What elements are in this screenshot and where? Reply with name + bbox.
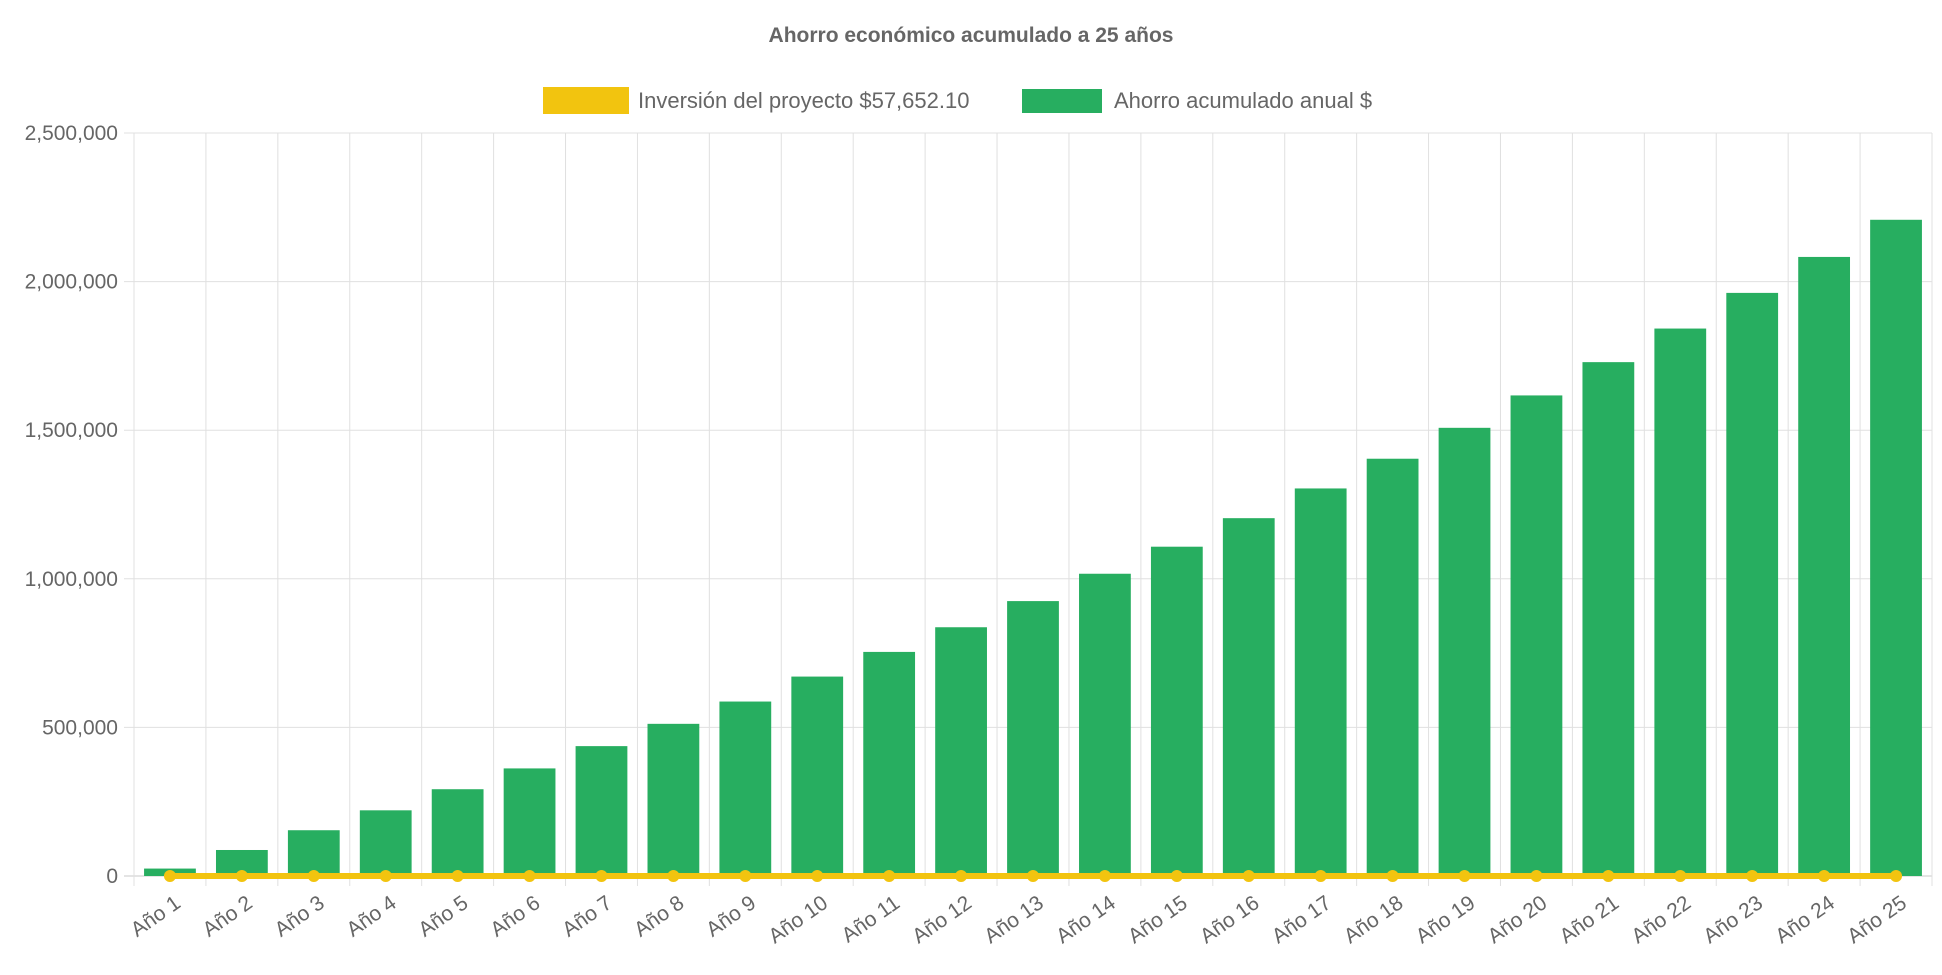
x-tick-label: Año 5 [414,891,472,941]
investment-point-3[interactable] [307,870,320,882]
bar-15[interactable] [1150,546,1203,876]
y-tick-label: 500,000 [42,716,118,739]
bar-24[interactable] [1798,256,1851,877]
investment-point-25[interactable] [1890,870,1903,882]
bar-16[interactable] [1222,518,1275,876]
x-tick-label: Año 22 [1627,891,1695,948]
investment-point-16[interactable] [1242,870,1255,882]
x-tick-label: Año 2 [199,891,257,941]
x-tick-label: Año 20 [1484,891,1552,948]
legend-swatch-savings [1022,89,1102,113]
y-axis: 0 500,000 1,000,000 1,500,000 2,000,000 2,500… [25,122,118,888]
x-tick-label: Año 17 [1268,891,1336,948]
bar-3[interactable] [287,830,340,876]
x-tick-label: Año 1 [127,891,185,941]
y-tick-label: 2,000,000 [25,271,118,294]
x-tick-label: Año 3 [271,891,329,941]
bar-9[interactable] [719,701,772,876]
x-tick-label: Año 16 [1196,891,1264,948]
bar-14[interactable] [1079,573,1131,876]
x-tick-label: Año 21 [1556,891,1624,948]
investment-point-7[interactable] [595,870,608,882]
bar-17[interactable] [1294,488,1347,876]
bar-23[interactable] [1726,292,1779,877]
bar-5[interactable] [431,789,484,876]
bar-7[interactable] [575,746,628,876]
investment-point-4[interactable] [379,870,392,882]
legend-label-savings[interactable]: Ahorro acumulado anual $ [1114,88,1372,113]
x-tick-label: Año 15 [1124,891,1192,948]
bar-18[interactable] [1366,458,1419,876]
bar-6[interactable] [503,768,556,876]
x-tick-label: Año 7 [558,891,616,941]
bar-13[interactable] [1007,601,1059,876]
x-tick-label: Año 4 [342,891,400,942]
investment-point-5[interactable] [451,870,464,882]
y-tick-label: 0 [106,865,118,888]
x-tick-label: Año 14 [1052,891,1120,948]
investment-point-21[interactable] [1602,870,1615,882]
investment-point-14[interactable] [1098,870,1111,882]
investment-point-2[interactable] [235,870,248,882]
investment-point-10[interactable] [811,870,824,882]
investment-point-24[interactable] [1818,870,1831,882]
x-tick-label: Año 9 [702,891,760,941]
y-tick-label: 2,500,000 [25,122,118,145]
x-tick-label: Año 12 [908,891,976,948]
legend-swatch-investment [543,87,629,114]
legend-label-investment[interactable]: Inversión del proyecto $57,652.10 [638,88,969,113]
investment-point-11[interactable] [883,870,896,882]
investment-line [163,870,1903,882]
bar-21[interactable] [1582,362,1635,876]
investment-point-1[interactable] [163,870,176,882]
bar-19[interactable] [1438,427,1491,876]
bar-10[interactable] [791,676,844,876]
y-tick-label: 1,500,000 [25,419,118,442]
bar-11[interactable] [863,651,916,876]
x-tick-label: Año 11 [838,891,904,947]
investment-point-12[interactable] [955,870,968,882]
investment-point-23[interactable] [1746,870,1759,882]
x-tick-label: Año 25 [1843,891,1911,948]
investment-point-13[interactable] [1027,870,1039,882]
investment-point-18[interactable] [1386,870,1399,882]
investment-point-19[interactable] [1458,870,1471,882]
x-axis: Año 1 Año 2 Año 3 Año 4 Año 5 Año 6 Año 7 Año 8… [127,891,1911,948]
x-tick-label: Año 8 [630,891,688,941]
x-tick-label: Año 10 [764,891,832,948]
investment-point-22[interactable] [1674,870,1687,882]
legend: Inversión del proyecto $57,652.10 Ahorro… [543,87,1372,114]
investment-point-15[interactable] [1170,870,1183,882]
bar-22[interactable] [1654,328,1707,876]
x-tick-label: Año 18 [1340,891,1408,948]
investment-point-9[interactable] [739,870,752,882]
investment-point-8[interactable] [667,870,680,882]
investment-point-6[interactable] [523,870,536,882]
x-tick-label: Año 13 [980,891,1048,948]
investment-point-17[interactable] [1314,870,1327,882]
x-tick-label: Año 19 [1412,891,1480,948]
x-tick-label: Año 24 [1771,891,1839,948]
y-tick-label: 1,000,000 [25,568,118,591]
chart-title: Ahorro económico acumulado a 25 años [769,24,1174,47]
bar-25[interactable] [1870,219,1922,876]
bar-20[interactable] [1510,395,1563,876]
grid [124,132,1933,886]
bar-8[interactable] [647,723,700,876]
bars [144,219,1922,877]
bar-12[interactable] [935,627,987,876]
x-tick-label: Año 6 [486,891,544,941]
investment-point-20[interactable] [1530,870,1543,882]
x-tick-label: Año 23 [1699,891,1767,948]
bar-4[interactable] [359,810,412,876]
